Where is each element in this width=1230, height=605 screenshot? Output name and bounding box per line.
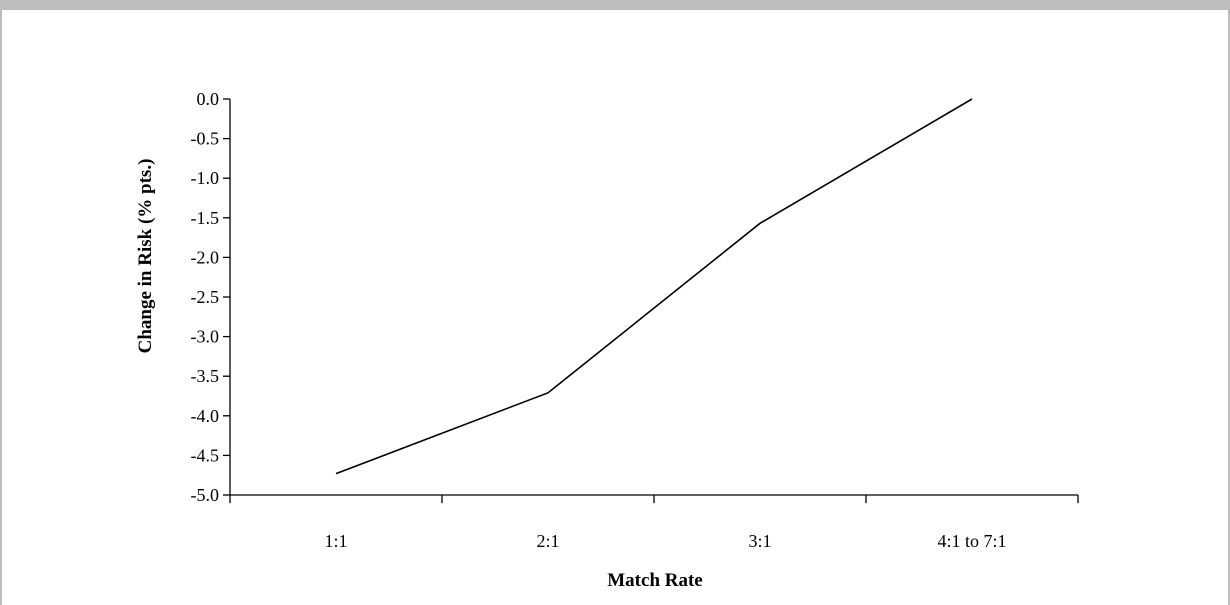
y-axis-title: Change in Risk (% pts.) bbox=[135, 159, 156, 354]
x-axis-title: Match Rate bbox=[607, 570, 703, 591]
x-tick-label: 2:1 bbox=[536, 531, 559, 551]
y-tick-label: -4.5 bbox=[191, 445, 220, 465]
y-tick-label: -3.0 bbox=[191, 327, 220, 347]
y-tick-label: -3.5 bbox=[191, 366, 220, 386]
y-tick-label: -1.0 bbox=[191, 168, 220, 188]
x-tick-label: 4:1 to 7:1 bbox=[937, 531, 1006, 551]
y-tick-label: -5.0 bbox=[191, 485, 220, 505]
x-tick-label: 3:1 bbox=[748, 531, 771, 551]
window-right-edge bbox=[1228, 10, 1230, 605]
series-line bbox=[335, 98, 973, 475]
series-group bbox=[335, 98, 973, 475]
window-left-edge bbox=[0, 10, 2, 605]
y-tick-label: -4.0 bbox=[191, 406, 220, 426]
y-tick-label: -2.0 bbox=[191, 247, 220, 267]
y-axis: 0.0 -0.5 -1.0 -1.5 -2.0 -2.5 -3.0 -3.5 -4.0 -4.5 -… bbox=[191, 89, 231, 505]
window-top-band bbox=[0, 0, 1230, 10]
x-axis: 1:1 2:1 3:1 4:1 to 7:1 bbox=[229, 494, 1079, 551]
x-tick-label: 1:1 bbox=[324, 531, 347, 551]
y-tick-label: -1.5 bbox=[191, 208, 220, 228]
y-tick-label: -0.5 bbox=[191, 129, 220, 149]
y-tick-label: 0.0 bbox=[197, 89, 220, 109]
y-tick-label: -2.5 bbox=[191, 287, 220, 307]
